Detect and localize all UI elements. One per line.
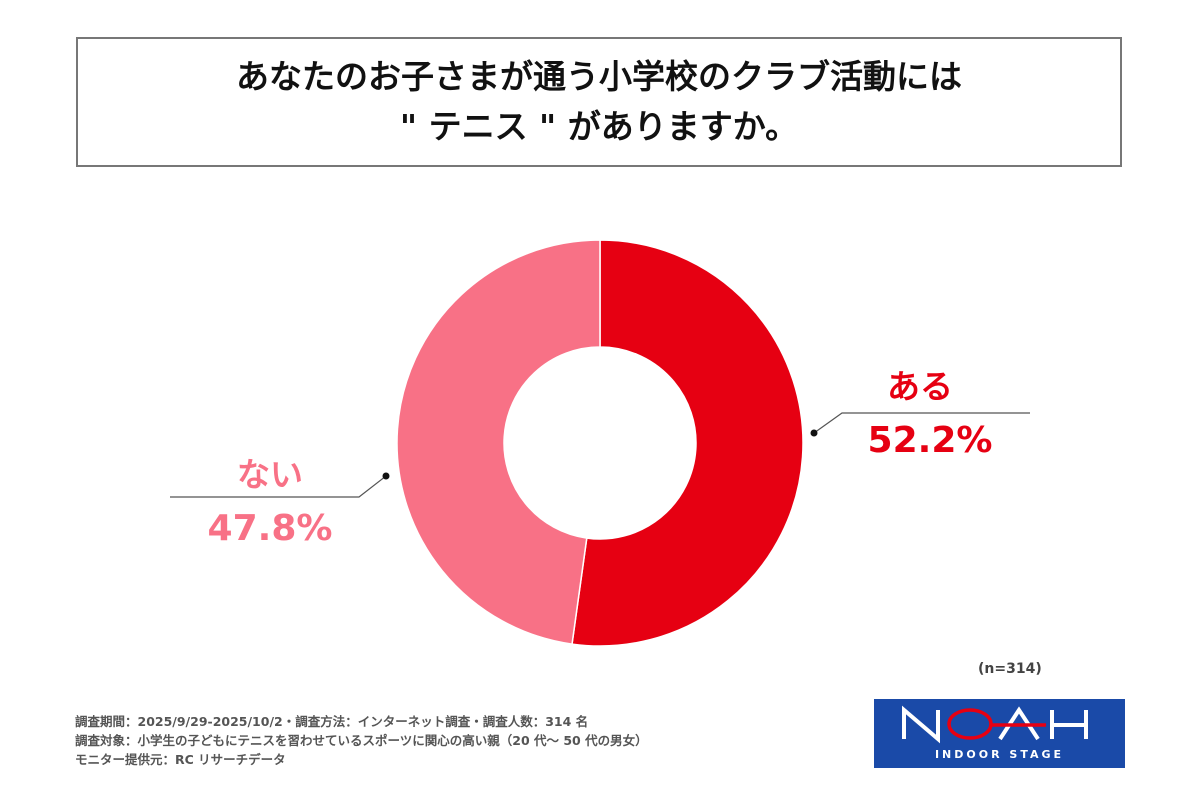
noah-logo-subtitle: INDOOR STAGE [934, 748, 1065, 761]
chart-title-line-2: " テニス " がありますか。 [399, 107, 799, 146]
slice-nai [396, 239, 601, 645]
sample-size-label: (n=314) [978, 661, 1042, 677]
slice-aru [571, 239, 804, 647]
leader-line-nai [170, 475, 387, 498]
chart-title-line-1: あなたのお子さまが通う小学校のクラブ活動には [236, 57, 962, 96]
chart-title-box: あなたのお子さまが通う小学校のクラブ活動には " テニス " がありますか。 [76, 37, 1122, 167]
survey-note-target: 調査対象：小学生の子どもにテニスを習わせているスポーツに関心の高い親（20 代～… [75, 733, 648, 748]
leader-dot-aru [810, 429, 818, 437]
noah-logo-mark [902, 705, 1088, 744]
value-label-aru: 52.2% [867, 420, 993, 461]
value-label-nai: 47.8% [207, 508, 333, 549]
survey-note-source: モニター提供元：RC リサーチデータ [75, 752, 286, 767]
category-label-nai: ない [237, 455, 303, 494]
survey-note-period: 調査期間：2025/9/29-2025/10/2・調査方法：インターネット調査・… [75, 714, 589, 729]
survey-notes: 調査期間：2025/9/29-2025/10/2・調査方法：インターネット調査・… [75, 712, 648, 769]
noah-logo: INDOOR STAGE [874, 699, 1125, 768]
leader-line-aru [813, 412, 1030, 434]
category-label-aru: ある [887, 367, 953, 406]
leader-dot-nai [382, 472, 390, 480]
